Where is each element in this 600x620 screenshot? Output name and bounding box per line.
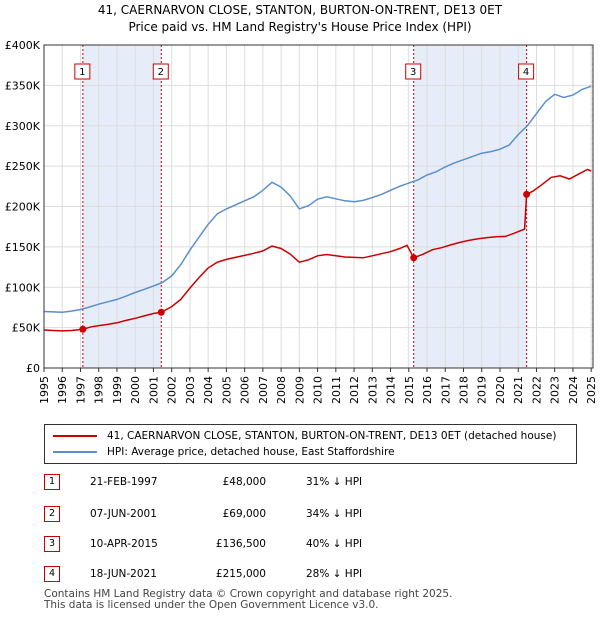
sale-row: 3 10-APR-2015 £136,500 40% ↓ HPI [44, 534, 484, 554]
sale-price: £136,500 [215, 538, 266, 550]
y-tick-label: £400K [5, 39, 41, 52]
x-tick-label: 2012 [348, 376, 361, 404]
x-tick-label: 2022 [530, 376, 543, 404]
x-tick-label: 2008 [275, 376, 288, 404]
chart-title-line1: 41, CAERNARVON CLOSE, STANTON, BURTON-ON… [98, 3, 503, 17]
legend-item-hpi: HPI: Average price, detached house, East… [53, 444, 395, 460]
x-tick-label: 2015 [403, 376, 416, 404]
series-line [43, 85, 592, 314]
sale-label-box [74, 63, 91, 80]
x-tick-label: 2000 [129, 376, 142, 404]
y-tick-label: £250K [5, 160, 41, 173]
sale-date: 21-FEB-1997 [90, 476, 158, 488]
price-chart: 41, CAERNARVON CLOSE, STANTON, BURTON-ON… [5, 3, 598, 404]
x-tick-label: 1999 [111, 376, 124, 404]
x-tick-label: 2020 [494, 376, 507, 404]
x-tick-label: 2016 [421, 376, 434, 404]
sale-label-number: 1 [79, 67, 85, 78]
sale-price: £215,000 [215, 568, 266, 580]
sale-hpi-diff: 31% ↓ HPI [306, 476, 363, 488]
sale-row: 1 21-FEB-1997 £48,000 31% ↓ HPI [44, 472, 484, 492]
sale-marker [79, 325, 87, 333]
sale-label-box [405, 63, 422, 80]
x-tick-label: 2025 [585, 376, 598, 404]
x-tick-label: 2013 [366, 376, 379, 404]
sale-label-number: 2 [158, 67, 164, 78]
sale-hpi-diff: 40% ↓ HPI [306, 538, 363, 550]
x-tick-label: 1998 [93, 376, 106, 404]
x-tick-label: 2017 [439, 376, 452, 404]
y-tick-label: £100K [5, 281, 41, 294]
sale-row: 2 07-JUN-2001 £69,000 34% ↓ HPI [44, 504, 484, 524]
sale-label-number: 3 [410, 67, 416, 78]
sale-marker [157, 308, 165, 316]
legend-hpi-swatch [53, 451, 97, 453]
x-tick-label: 2003 [184, 376, 197, 404]
x-tick-label: 1996 [56, 376, 69, 404]
y-tick-label: £350K [5, 79, 41, 92]
x-tick-label: 2002 [166, 376, 179, 404]
y-tick-label: £200K [5, 201, 41, 214]
x-tick-label: 2006 [239, 376, 252, 404]
sale-date: 18-JUN-2021 [90, 568, 157, 580]
series-line [43, 168, 592, 332]
chart-title-line2: Price paid vs. HM Land Registry's House … [128, 20, 471, 34]
sale-price: £69,000 [222, 508, 266, 520]
sale-price: £48,000 [222, 476, 266, 488]
y-tick-label: £300K [5, 120, 41, 133]
footer: Contains HM Land Registry data © Crown c… [44, 589, 452, 611]
plot-area [43, 44, 594, 369]
x-tick-label: 2007 [257, 376, 270, 404]
sale-number-badge: 4 [44, 566, 60, 582]
legend-property-swatch [53, 435, 97, 437]
sale-label-box [152, 63, 169, 80]
x-tick-label: 2005 [220, 376, 233, 404]
x-tick-label: 2010 [312, 376, 325, 404]
x-tick-label: 2004 [202, 376, 215, 404]
sale-hpi-diff: 28% ↓ HPI [306, 568, 363, 580]
sale-number-badge: 3 [44, 536, 60, 552]
footer-licence: This data is licensed under the Open Gov… [44, 599, 379, 611]
legend-property-label: 41, CAERNARVON CLOSE, STANTON, BURTON-ON… [107, 430, 557, 442]
x-tick-label: 2011 [330, 376, 343, 404]
sale-hpi-diff: 34% ↓ HPI [306, 508, 363, 520]
x-tick-label: 2001 [147, 376, 160, 404]
sale-marker [523, 190, 531, 198]
y-tick-label: £0 [26, 362, 40, 375]
legend: 41, CAERNARVON CLOSE, STANTON, BURTON-ON… [44, 424, 577, 464]
x-tick-label: 2019 [476, 376, 489, 404]
y-tick-label: £50K [12, 322, 41, 335]
x-tick-label: 2021 [512, 376, 525, 404]
sale-date: 10-APR-2015 [90, 538, 158, 550]
sale-number-badge: 2 [44, 506, 60, 522]
legend-hpi-label: HPI: Average price, detached house, East… [107, 446, 395, 458]
x-tick-label: 1997 [74, 376, 87, 404]
footer-copyright: Contains HM Land Registry data © Crown c… [44, 588, 453, 600]
x-tick-label: 2014 [385, 376, 398, 404]
x-tick-label: 1995 [38, 376, 51, 404]
sale-label-box [518, 63, 535, 80]
sale-label-number: 4 [523, 67, 529, 78]
x-tick-label: 2023 [549, 376, 562, 404]
sale-number-badge: 1 [44, 474, 60, 490]
x-tick-label: 2024 [567, 376, 580, 404]
y-tick-label: £150K [5, 241, 41, 254]
x-tick-label: 2009 [293, 376, 306, 404]
sale-row: 4 18-JUN-2021 £215,000 28% ↓ HPI [44, 564, 484, 584]
legend-item-property: 41, CAERNARVON CLOSE, STANTON, BURTON-ON… [53, 428, 556, 444]
sale-date: 07-JUN-2001 [90, 508, 157, 520]
x-tick-label: 2018 [458, 376, 471, 404]
sale-marker [410, 254, 418, 262]
